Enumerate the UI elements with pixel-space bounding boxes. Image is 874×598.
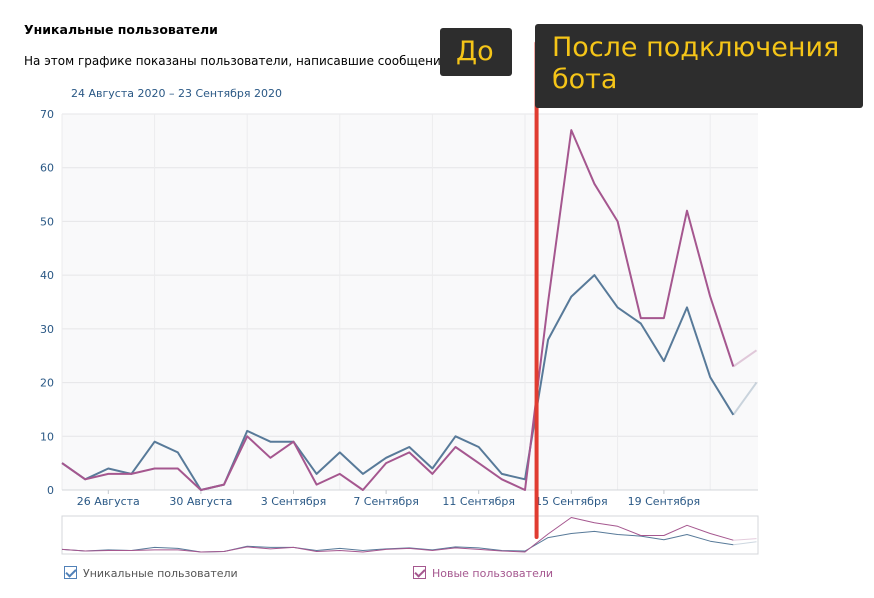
x-tick-label: 30 Августа	[169, 495, 232, 508]
x-tick-label: 7 Сентября	[353, 495, 419, 508]
y-tick-label: 60	[40, 162, 54, 175]
y-tick-label: 70	[40, 108, 54, 121]
series-partial-unique	[732, 382, 758, 416]
series-line-new-mini	[61, 517, 734, 553]
y-tick-label: 10	[40, 430, 54, 443]
x-tick-label: 26 Августа	[77, 495, 140, 508]
series-partial-unique-mini	[733, 541, 757, 546]
checkbox-icon[interactable]	[413, 566, 426, 579]
legend-unique-label: Уникальные пользователи	[83, 567, 238, 580]
date-range-link[interactable]: 24 Августа 2020 – 23 Сентября 2020	[71, 87, 283, 100]
series-line-new	[61, 129, 735, 491]
chart-subtitle: На этом графике показаны пользователи, н…	[24, 54, 449, 68]
before-callout-text: До	[456, 36, 494, 67]
x-tick-label: 3 Сентября	[261, 495, 327, 508]
plot-area	[62, 114, 758, 490]
series-partial-new-mini	[733, 538, 757, 541]
before-callout: До	[440, 28, 512, 76]
y-tick-label: 50	[40, 215, 54, 228]
series-partial-new	[732, 349, 758, 368]
y-tick-label: 20	[40, 377, 54, 390]
series-line-unique	[61, 274, 735, 491]
y-tick-label: 40	[40, 269, 54, 282]
legend-unique-users[interactable]: Уникальные пользователи	[64, 566, 238, 580]
y-tick-label: 30	[40, 323, 54, 336]
legend-new-users[interactable]: Новые пользователи	[413, 566, 553, 580]
after-callout: После подключения бота	[535, 24, 863, 108]
x-tick-label: 15 Сентября	[535, 495, 608, 508]
after-callout-line1: После подключения	[552, 32, 840, 63]
legend-new-label: Новые пользователи	[432, 567, 554, 580]
y-tick-label: 0	[47, 484, 54, 497]
after-callout-line2: бота	[552, 64, 618, 95]
x-tick-label: 19 Сентября	[628, 495, 701, 508]
checkbox-icon[interactable]	[64, 566, 77, 579]
chart-title: Уникальные пользователи	[24, 22, 218, 37]
x-tick-label: 11 Сентября	[442, 495, 515, 508]
